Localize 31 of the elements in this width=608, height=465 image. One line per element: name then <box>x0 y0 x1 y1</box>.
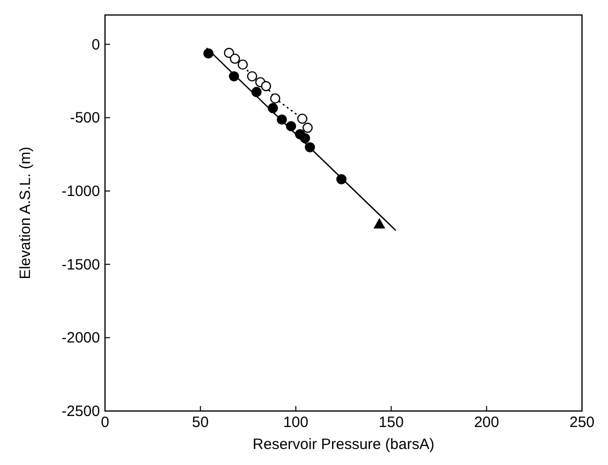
point <box>297 114 308 124</box>
y-tick-label: -2500 <box>62 403 100 420</box>
y-tick-label: -1000 <box>62 183 100 200</box>
y-tick-label: -1500 <box>62 256 100 274</box>
point <box>251 86 262 98</box>
point <box>228 71 240 82</box>
point <box>224 48 234 58</box>
y-tick-label: -500 <box>70 110 100 127</box>
x-tick-label: 100 <box>283 414 308 431</box>
point <box>238 59 248 70</box>
x-axis-title: Reservoir Pressure (barsA) <box>252 436 434 453</box>
point <box>247 71 258 82</box>
point <box>304 142 316 152</box>
x-tick-label: 150 <box>378 414 404 431</box>
point <box>270 93 280 104</box>
point <box>300 133 310 144</box>
point <box>336 174 346 184</box>
point <box>203 48 214 59</box>
x-tick-label: 50 <box>192 414 209 431</box>
y-tick-label: -2000 <box>62 330 100 347</box>
point <box>276 114 287 125</box>
point <box>230 54 240 64</box>
point <box>374 218 385 228</box>
y-tick-label: 0 <box>92 36 100 54</box>
x-tick-label: 200 <box>474 414 500 431</box>
y-axis-title: Elevation A.S.L. (m) <box>17 146 34 280</box>
point <box>260 81 272 92</box>
x-tick-label: 250 <box>569 414 595 431</box>
point <box>286 121 296 132</box>
point <box>302 122 313 133</box>
point <box>268 103 278 114</box>
